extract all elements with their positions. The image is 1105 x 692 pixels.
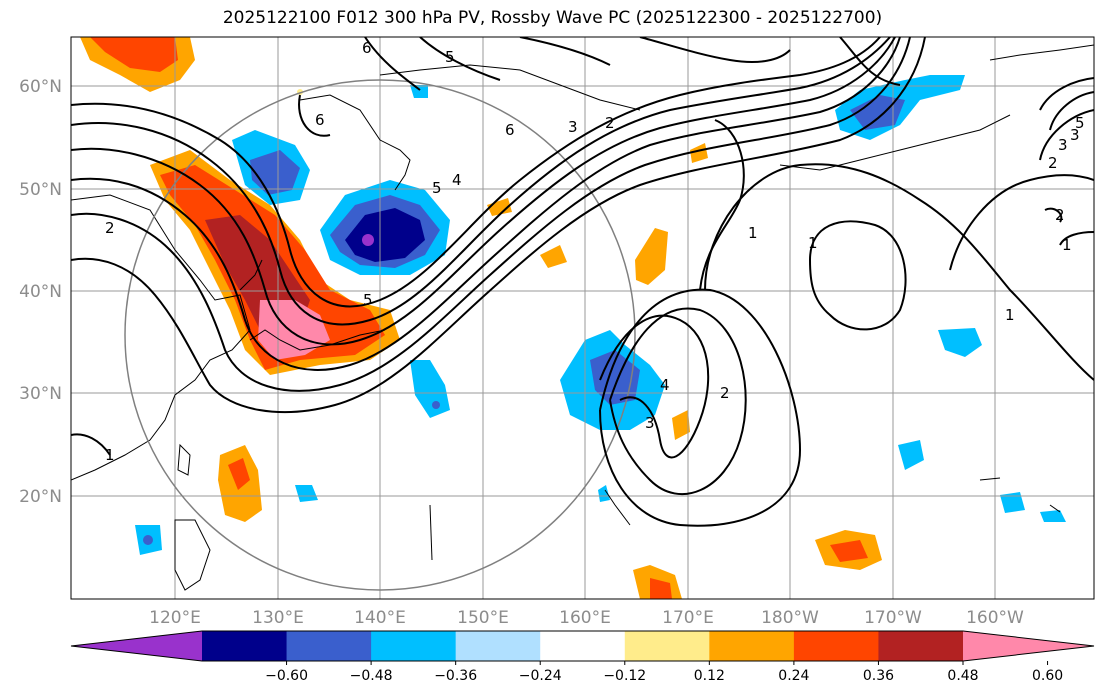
- lon-label: 160°W: [966, 608, 1024, 628]
- pv-anomaly-shading: [80, 37, 1066, 599]
- lon-label: 180°W: [761, 608, 819, 628]
- contour-label: 2: [605, 114, 615, 132]
- contour-label: 6: [315, 111, 325, 129]
- contour-label-group: 6 5 6 6 5 4 3 2 1 1 1 2 3 4 5 2 3 2 1 2 …: [105, 39, 1085, 464]
- colorbar: −0.60 −0.48 −0.36 −0.24 −0.12 0.12 0.24 0.36 0.4…: [70, 630, 1095, 684]
- contour-label: 2: [1055, 206, 1065, 224]
- colorbar-extend-low: [71, 631, 202, 661]
- colorbar-tick-label: −0.36: [434, 668, 477, 684]
- contour-label: 1: [1005, 306, 1015, 324]
- colorbar-extend-high: [963, 631, 1094, 661]
- lat-label: 30°N: [19, 384, 62, 404]
- map-title: 2025122100 F012 300 hPa PV, Rossby Wave …: [222, 8, 883, 28]
- contour-label: 5: [1075, 114, 1085, 132]
- lat-label: 40°N: [19, 282, 62, 302]
- lat-label: 60°N: [19, 77, 62, 97]
- pv-contours: [71, 37, 1094, 527]
- contour-label: 1: [808, 234, 818, 252]
- lon-label: 120°E: [149, 608, 201, 628]
- colorbar-tick-label: −0.60: [265, 668, 308, 684]
- lon-label: 170°E: [662, 608, 714, 628]
- longitude-labels: 120°E 130°E 140°E 150°E 160°E 170°E 180°…: [149, 608, 1024, 628]
- colorbar-tick-label: −0.12: [603, 668, 646, 684]
- map-frame: [70, 36, 1095, 600]
- colorbar-tick-label: 0.48: [947, 668, 978, 684]
- contour-label: 5: [363, 291, 373, 309]
- colorbar-swatch: [286, 631, 372, 661]
- contour-label: 5: [432, 179, 442, 197]
- colorbar-swatch: [624, 631, 710, 661]
- colorbar-tick-label: 0.24: [778, 668, 809, 684]
- contour-label: 2: [720, 384, 730, 402]
- contour-label: 3: [1070, 126, 1080, 144]
- contour-label: 1: [748, 224, 758, 242]
- contour-label: 5: [445, 48, 455, 66]
- coastlines: [71, 44, 1094, 591]
- contour-label: 3: [645, 414, 655, 432]
- colorbar-tick-label: 0.36: [863, 668, 894, 684]
- map-background: [71, 37, 1094, 599]
- contour-label: 1: [105, 446, 115, 464]
- colorbar-tick-label: 0.12: [694, 668, 725, 684]
- contour-label: 6: [505, 121, 515, 139]
- colorbar-swatch: [878, 631, 964, 661]
- contour-label: 4: [452, 171, 462, 189]
- contour-label: 2: [105, 219, 115, 237]
- colorbar-swatch: [371, 631, 457, 661]
- colorbar-tick-label: −0.24: [519, 668, 562, 684]
- lon-label: 140°E: [354, 608, 406, 628]
- colorbar-swatch: [202, 631, 288, 661]
- colorbar-swatch: [709, 631, 795, 661]
- lon-label: 130°E: [252, 608, 304, 628]
- lat-label: 20°N: [19, 487, 62, 507]
- colorbar-swatch: [793, 631, 879, 661]
- lon-label: 170°W: [864, 608, 922, 628]
- lon-label: 160°E: [559, 608, 611, 628]
- colorbar-swatch: [455, 631, 541, 661]
- latitude-labels: 60°N 50°N 40°N 30°N 20°N: [19, 77, 62, 507]
- colorbar-tick-label: −0.48: [350, 668, 393, 684]
- contour-label: 3: [568, 118, 578, 136]
- contour-label: 6: [362, 39, 372, 57]
- contour-label: 3: [1058, 136, 1068, 154]
- lat-label: 50°N: [19, 180, 62, 200]
- graticule: [71, 37, 1094, 599]
- colorbar-swatch: [540, 631, 626, 661]
- colorbar-tick-label: 0.60: [1032, 668, 1063, 684]
- radius-circle: [124, 79, 636, 591]
- colorbar-outline: [70, 630, 1095, 662]
- lon-label: 150°E: [457, 608, 509, 628]
- contour-label: 2: [1048, 154, 1058, 172]
- contour-label: 4: [660, 376, 670, 394]
- contour-label: 1: [1062, 236, 1072, 254]
